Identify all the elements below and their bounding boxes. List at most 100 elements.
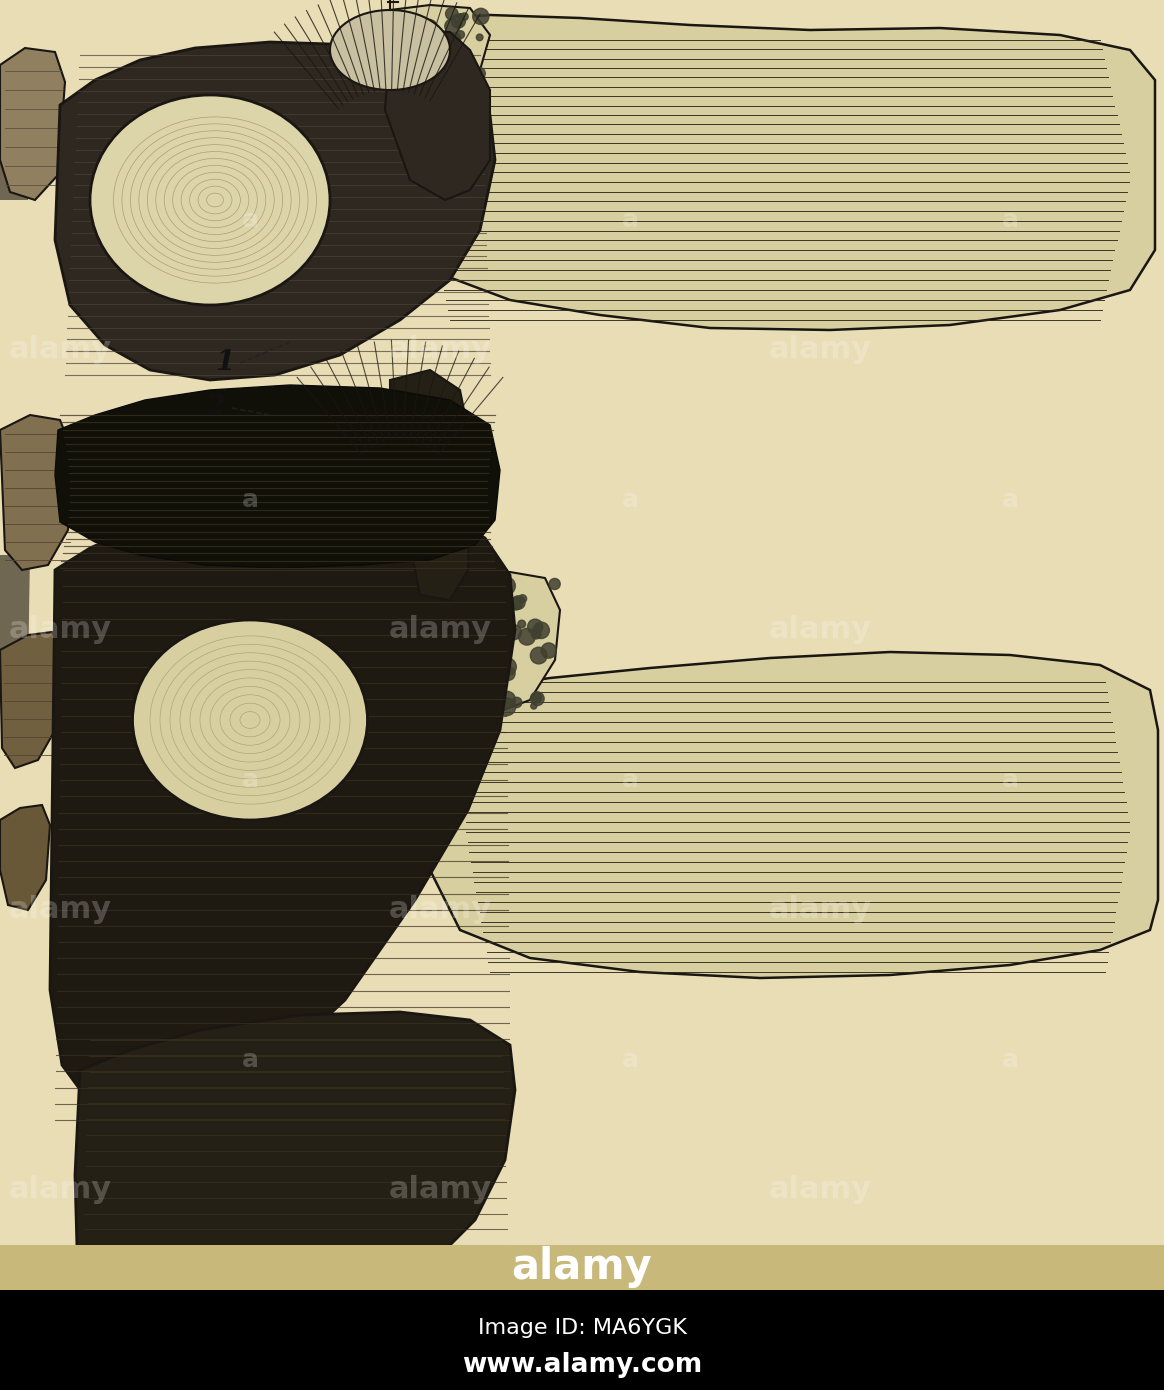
Circle shape bbox=[498, 691, 516, 708]
Circle shape bbox=[457, 14, 464, 19]
Circle shape bbox=[470, 83, 483, 97]
Circle shape bbox=[398, 40, 406, 49]
Text: alamy: alamy bbox=[768, 895, 872, 924]
Circle shape bbox=[510, 598, 523, 610]
Text: alamy: alamy bbox=[768, 616, 872, 645]
Text: Image ID: MA6YGK: Image ID: MA6YGK bbox=[477, 1318, 687, 1339]
Text: a: a bbox=[622, 769, 639, 792]
Circle shape bbox=[512, 698, 521, 708]
Circle shape bbox=[455, 44, 467, 56]
Circle shape bbox=[471, 676, 488, 692]
Circle shape bbox=[381, 28, 392, 39]
Text: alamy: alamy bbox=[389, 1176, 491, 1205]
Circle shape bbox=[473, 67, 485, 79]
Circle shape bbox=[414, 54, 431, 71]
Circle shape bbox=[541, 644, 556, 659]
Circle shape bbox=[476, 33, 483, 40]
Circle shape bbox=[492, 623, 502, 632]
Bar bbox=[0, 1245, 1164, 1290]
Circle shape bbox=[498, 657, 517, 676]
Circle shape bbox=[389, 36, 397, 43]
Polygon shape bbox=[0, 555, 30, 676]
Ellipse shape bbox=[331, 10, 450, 90]
Circle shape bbox=[478, 681, 491, 694]
Circle shape bbox=[498, 698, 516, 716]
Circle shape bbox=[442, 50, 460, 67]
Circle shape bbox=[410, 35, 423, 47]
Circle shape bbox=[519, 595, 526, 603]
Circle shape bbox=[455, 21, 462, 26]
Circle shape bbox=[384, 47, 395, 58]
Circle shape bbox=[533, 623, 549, 638]
Circle shape bbox=[418, 21, 426, 28]
Bar bbox=[0, 1290, 1164, 1390]
Circle shape bbox=[461, 13, 468, 21]
Circle shape bbox=[527, 619, 542, 634]
Circle shape bbox=[360, 53, 371, 64]
Text: a: a bbox=[622, 488, 639, 512]
Text: a: a bbox=[1001, 488, 1018, 512]
Circle shape bbox=[511, 596, 525, 609]
Text: 1: 1 bbox=[215, 349, 234, 377]
Circle shape bbox=[499, 664, 505, 671]
Circle shape bbox=[443, 43, 457, 57]
Circle shape bbox=[450, 60, 463, 74]
Circle shape bbox=[468, 71, 480, 82]
Polygon shape bbox=[390, 15, 1155, 329]
Text: alamy: alamy bbox=[8, 335, 112, 364]
Circle shape bbox=[456, 646, 466, 656]
Text: alamy: alamy bbox=[8, 895, 112, 924]
Circle shape bbox=[487, 589, 494, 595]
Circle shape bbox=[481, 689, 491, 699]
Text: a: a bbox=[241, 769, 258, 792]
Circle shape bbox=[411, 89, 418, 96]
Circle shape bbox=[390, 71, 406, 86]
Circle shape bbox=[456, 51, 469, 64]
Circle shape bbox=[438, 57, 449, 68]
Circle shape bbox=[531, 648, 547, 664]
Polygon shape bbox=[50, 500, 514, 1125]
Polygon shape bbox=[55, 42, 495, 379]
Circle shape bbox=[473, 8, 489, 25]
Circle shape bbox=[407, 49, 423, 64]
Polygon shape bbox=[74, 1012, 514, 1346]
Polygon shape bbox=[430, 652, 1158, 979]
Polygon shape bbox=[385, 31, 490, 200]
Circle shape bbox=[464, 64, 476, 75]
Text: a: a bbox=[622, 1048, 639, 1072]
Circle shape bbox=[439, 82, 449, 92]
Circle shape bbox=[474, 699, 482, 708]
Circle shape bbox=[531, 703, 537, 709]
Ellipse shape bbox=[90, 95, 331, 304]
Circle shape bbox=[467, 587, 480, 599]
Text: alamy: alamy bbox=[8, 616, 112, 645]
Text: a: a bbox=[241, 1048, 258, 1072]
Circle shape bbox=[519, 628, 535, 645]
Text: alamy: alamy bbox=[768, 335, 872, 364]
Polygon shape bbox=[0, 49, 65, 200]
Polygon shape bbox=[428, 573, 560, 714]
Circle shape bbox=[439, 698, 454, 712]
Circle shape bbox=[549, 578, 560, 589]
Circle shape bbox=[446, 7, 459, 19]
Polygon shape bbox=[55, 385, 501, 569]
Circle shape bbox=[418, 76, 428, 86]
Circle shape bbox=[365, 42, 378, 56]
Circle shape bbox=[449, 33, 461, 44]
Circle shape bbox=[531, 692, 541, 703]
Circle shape bbox=[448, 702, 457, 712]
Text: a: a bbox=[241, 488, 258, 512]
Text: a: a bbox=[241, 208, 258, 232]
Circle shape bbox=[487, 649, 494, 656]
Text: alamy: alamy bbox=[389, 895, 491, 924]
Text: alamy: alamy bbox=[389, 616, 491, 645]
Circle shape bbox=[417, 29, 433, 46]
Text: a: a bbox=[1001, 1048, 1018, 1072]
Text: alamy: alamy bbox=[389, 335, 491, 364]
Text: a: a bbox=[1001, 769, 1018, 792]
Circle shape bbox=[447, 681, 457, 691]
Text: 2: 2 bbox=[205, 393, 225, 421]
Text: a: a bbox=[1001, 208, 1018, 232]
Polygon shape bbox=[0, 416, 72, 570]
Circle shape bbox=[393, 50, 403, 61]
